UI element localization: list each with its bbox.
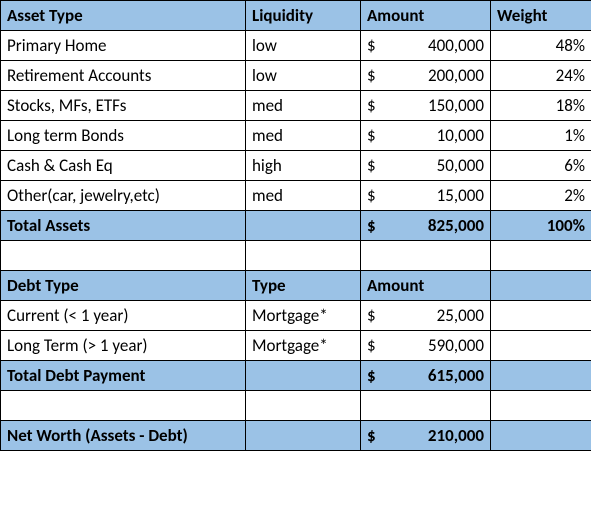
asset-liquidity: med [246,91,361,121]
asset-liquidity: low [246,31,361,61]
asset-weight: 48% [491,31,591,61]
asset-liquidity: med [246,181,361,211]
currency-symbol: $ [367,215,376,236]
debt-total-row: Total Debt Payment $ 615,000 [1,361,591,391]
balance-sheet-table: Asset Type Liquidity Amount Weight Prima… [0,0,591,451]
blank-cell [246,211,361,241]
blank-cell [491,331,591,361]
asset-weight: 18% [491,91,591,121]
asset-liquidity: med [246,121,361,151]
currency-symbol: $ [367,155,376,176]
currency-symbol: $ [367,365,376,386]
amount-value: 400,000 [428,35,484,56]
amount-value: 10,000 [437,125,484,146]
blank-cell [1,241,246,271]
asset-amount: $ 200,000 [361,61,491,91]
networth-label: Net Worth (Assets - Debt) [1,421,246,451]
amount-value: 15,000 [437,185,484,206]
debt-amount: $ 25,000 [361,301,491,331]
asset-row: Long term Bonds med $ 10,000 1% [1,121,591,151]
asset-row: Cash & Cash Eq high $ 50,000 6% [1,151,591,181]
debt-kind: Mortgage* [246,331,361,361]
assets-header-liquidity: Liquidity [246,1,361,31]
amount-value: 150,000 [428,95,484,116]
amount-value: 590,000 [428,335,484,356]
asset-row: Primary Home low $ 400,000 48% [1,31,591,61]
debt-header-kind: Type [246,271,361,301]
assets-total-row: Total Assets $ 825,000 100% [1,211,591,241]
debt-row: Current (< 1 year) Mortgage* $ 25,000 [1,301,591,331]
currency-symbol: $ [367,305,376,326]
currency-symbol: $ [367,335,376,356]
spacer-row [1,391,591,421]
blank-cell [491,421,591,451]
amount-value: 50,000 [437,155,484,176]
amount-value: 25,000 [437,305,484,326]
debt-name: Long Term (> 1 year) [1,331,246,361]
asset-liquidity: low [246,61,361,91]
asset-name: Retirement Accounts [1,61,246,91]
debt-total-label: Total Debt Payment [1,361,246,391]
currency-symbol: $ [367,65,376,86]
blank-cell [361,241,491,271]
currency-symbol: $ [367,95,376,116]
networth-amount: $ 210,000 [361,421,491,451]
blank-cell [246,421,361,451]
blank-cell [491,271,591,301]
amount-value: 210,000 [428,425,484,446]
asset-row: Other(car, jewelry,etc) med $ 15,000 2% [1,181,591,211]
currency-symbol: $ [367,425,376,446]
assets-header-amount: Amount [361,1,491,31]
asset-row: Stocks, MFs, ETFs med $ 150,000 18% [1,91,591,121]
assets-total-label: Total Assets [1,211,246,241]
assets-header-row: Asset Type Liquidity Amount Weight [1,1,591,31]
debt-header-row: Debt Type Type Amount [1,271,591,301]
debt-name: Current (< 1 year) [1,301,246,331]
assets-header-weight: Weight [491,1,591,31]
blank-cell [491,391,591,421]
asset-amount: $ 10,000 [361,121,491,151]
spacer-row [1,241,591,271]
blank-cell [1,391,246,421]
asset-name: Cash & Cash Eq [1,151,246,181]
asset-amount: $ 50,000 [361,151,491,181]
amount-value: 825,000 [428,215,484,236]
asset-amount: $ 150,000 [361,91,491,121]
currency-symbol: $ [367,35,376,56]
blank-cell [491,241,591,271]
asset-name: Stocks, MFs, ETFs [1,91,246,121]
debt-row: Long Term (> 1 year) Mortgage* $ 590,000 [1,331,591,361]
currency-symbol: $ [367,125,376,146]
asset-weight: 6% [491,151,591,181]
assets-total-weight: 100% [491,211,591,241]
blank-cell [246,391,361,421]
asset-row: Retirement Accounts low $ 200,000 24% [1,61,591,91]
asset-name: Primary Home [1,31,246,61]
asset-amount: $ 400,000 [361,31,491,61]
asset-weight: 24% [491,61,591,91]
assets-total-amount: $ 825,000 [361,211,491,241]
currency-symbol: $ [367,185,376,206]
debt-amount: $ 590,000 [361,331,491,361]
blank-cell [491,361,591,391]
asset-weight: 2% [491,181,591,211]
asset-weight: 1% [491,121,591,151]
amount-value: 200,000 [428,65,484,86]
asset-name: Other(car, jewelry,etc) [1,181,246,211]
asset-name: Long term Bonds [1,121,246,151]
asset-amount: $ 15,000 [361,181,491,211]
amount-value: 615,000 [428,365,484,386]
debt-kind: Mortgage* [246,301,361,331]
assets-header-type: Asset Type [1,1,246,31]
debt-header-type: Debt Type [1,271,246,301]
asset-liquidity: high [246,151,361,181]
blank-cell [361,391,491,421]
networth-row: Net Worth (Assets - Debt) $ 210,000 [1,421,591,451]
blank-cell [246,361,361,391]
blank-cell [246,241,361,271]
debt-header-amount: Amount [361,271,491,301]
debt-total-amount: $ 615,000 [361,361,491,391]
blank-cell [491,301,591,331]
